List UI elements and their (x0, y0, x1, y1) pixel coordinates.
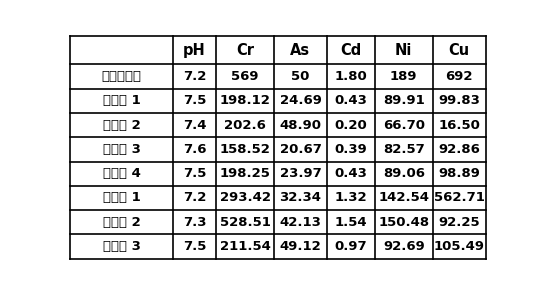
Text: 0.43: 0.43 (334, 167, 367, 180)
Text: 202.6: 202.6 (224, 119, 266, 132)
Text: 142.54: 142.54 (378, 192, 429, 204)
Text: 7.5: 7.5 (183, 240, 207, 253)
Text: 实施例 3: 实施例 3 (102, 143, 140, 156)
Text: 198.12: 198.12 (220, 94, 270, 107)
Text: 1.32: 1.32 (334, 192, 367, 204)
Text: 99.83: 99.83 (438, 94, 480, 107)
Text: 89.91: 89.91 (383, 94, 425, 107)
Text: 98.89: 98.89 (438, 167, 480, 180)
Text: 1.80: 1.80 (334, 70, 367, 83)
Text: Cr: Cr (236, 43, 254, 58)
Text: 50: 50 (291, 70, 309, 83)
Text: Cd: Cd (340, 43, 362, 58)
Text: 24.69: 24.69 (280, 94, 321, 107)
Text: 对比例 2: 对比例 2 (102, 216, 140, 229)
Text: 32.34: 32.34 (280, 192, 321, 204)
Text: 562.71: 562.71 (434, 192, 485, 204)
Text: 89.06: 89.06 (383, 167, 425, 180)
Text: 49.12: 49.12 (280, 240, 321, 253)
Text: As: As (291, 43, 311, 58)
Text: 150.48: 150.48 (378, 216, 429, 229)
Text: Ni: Ni (395, 43, 412, 58)
Text: 1.54: 1.54 (334, 216, 367, 229)
Text: 198.25: 198.25 (220, 167, 270, 180)
Text: 7.5: 7.5 (183, 167, 207, 180)
Text: 7.4: 7.4 (183, 119, 207, 132)
Text: 0.43: 0.43 (334, 94, 367, 107)
Text: 7.2: 7.2 (183, 70, 207, 83)
Text: 实验区土壤: 实验区土壤 (101, 70, 141, 83)
Text: 211.54: 211.54 (220, 240, 270, 253)
Text: 7.2: 7.2 (183, 192, 207, 204)
Text: 48.90: 48.90 (280, 119, 321, 132)
Text: 42.13: 42.13 (280, 216, 321, 229)
Text: 23.97: 23.97 (280, 167, 321, 180)
Text: 0.97: 0.97 (334, 240, 367, 253)
Text: 692: 692 (446, 70, 473, 83)
Text: 16.50: 16.50 (438, 119, 480, 132)
Text: 66.70: 66.70 (383, 119, 425, 132)
Text: 实施例 2: 实施例 2 (102, 119, 140, 132)
Text: 82.57: 82.57 (383, 143, 425, 156)
Text: 7.5: 7.5 (183, 94, 207, 107)
Text: 92.86: 92.86 (438, 143, 480, 156)
Text: 7.3: 7.3 (183, 216, 207, 229)
Text: 92.25: 92.25 (438, 216, 480, 229)
Text: 20.67: 20.67 (280, 143, 321, 156)
Text: 158.52: 158.52 (220, 143, 270, 156)
Text: 189: 189 (390, 70, 417, 83)
Text: 0.39: 0.39 (334, 143, 367, 156)
Text: 对比例 3: 对比例 3 (102, 240, 140, 253)
Text: 528.51: 528.51 (220, 216, 270, 229)
Text: 569: 569 (231, 70, 259, 83)
Text: 0.20: 0.20 (334, 119, 367, 132)
Text: 105.49: 105.49 (434, 240, 485, 253)
Text: Cu: Cu (449, 43, 470, 58)
Text: 92.69: 92.69 (383, 240, 425, 253)
Text: 7.6: 7.6 (183, 143, 207, 156)
Text: 对比例 1: 对比例 1 (102, 192, 140, 204)
Text: 实施例 1: 实施例 1 (102, 94, 140, 107)
Text: 实施例 4: 实施例 4 (102, 167, 140, 180)
Text: pH: pH (183, 43, 206, 58)
Text: 293.42: 293.42 (220, 192, 270, 204)
